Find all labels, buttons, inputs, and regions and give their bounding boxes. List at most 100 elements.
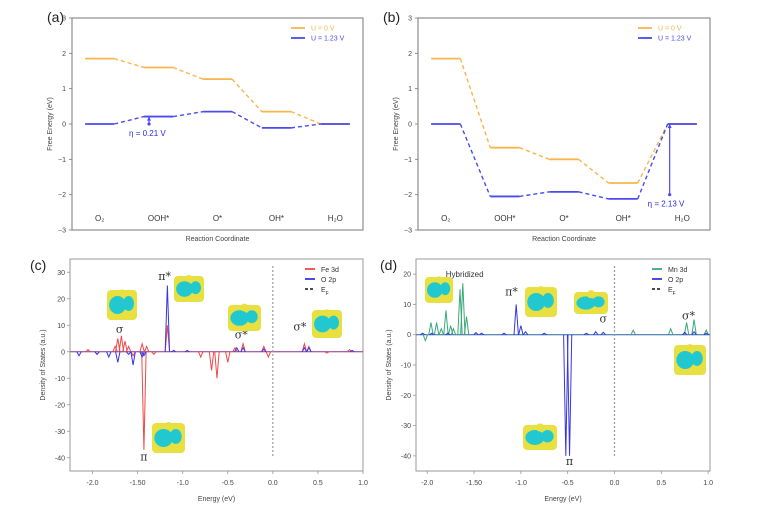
dos-peak bbox=[240, 346, 246, 352]
isosurface-cyan bbox=[542, 293, 554, 308]
y-axis-label: Free Energy (eV) bbox=[393, 97, 400, 151]
orbital-sigmastar-d bbox=[674, 344, 706, 375]
isosurface-top bbox=[535, 423, 545, 432]
y-tick-label: 3 bbox=[62, 16, 66, 23]
y-tick-label: 0 bbox=[61, 349, 65, 356]
arrow-head bbox=[667, 124, 672, 128]
dos-peak bbox=[225, 351, 231, 363]
y-tick-label: 30 bbox=[57, 270, 65, 277]
panel-label: (a) bbox=[47, 9, 64, 25]
dos-peak bbox=[208, 351, 215, 371]
connector bbox=[637, 123, 669, 200]
dos-peak bbox=[443, 310, 449, 335]
y-tick-label: 10 bbox=[403, 302, 411, 309]
dos-peak bbox=[141, 351, 147, 450]
dos-peak bbox=[683, 322, 690, 335]
y-axis-label: Free Energy (eV) bbox=[47, 97, 54, 151]
panel-label: (b) bbox=[383, 9, 400, 25]
orbital-label: π* bbox=[505, 285, 518, 298]
orbital-label: σ* bbox=[235, 329, 249, 342]
x-tick-label: 0.5 bbox=[656, 480, 666, 487]
dos-peak bbox=[460, 283, 466, 335]
orbital-label: σ* bbox=[682, 310, 696, 323]
y-tick-label: −1 bbox=[404, 157, 412, 164]
y-tick-label: 1 bbox=[62, 86, 66, 93]
x-tick-label: -1.0 bbox=[177, 480, 189, 487]
y-tick-label: -30 bbox=[55, 429, 65, 436]
connector bbox=[459, 123, 491, 197]
isosurface-top bbox=[435, 276, 443, 283]
isosurface-cyan bbox=[691, 351, 703, 366]
plot-frame bbox=[69, 258, 364, 472]
legend-label-u123: U = 1.23 V bbox=[311, 36, 345, 43]
connector bbox=[173, 110, 204, 118]
dos-peak bbox=[214, 351, 220, 379]
orbital-label: σ bbox=[600, 313, 608, 326]
y-tick-label: -30 bbox=[401, 423, 411, 430]
category-label: OH* bbox=[269, 214, 284, 223]
category-label: H₂O bbox=[675, 214, 690, 223]
orbital-pistar-d bbox=[525, 286, 557, 317]
legend-label-u123: U = 1.23 V bbox=[658, 36, 692, 43]
isosurface-cyan bbox=[592, 296, 605, 308]
y-tick-label: -40 bbox=[55, 455, 65, 462]
isosurface-cyan bbox=[527, 293, 546, 311]
dos-peak bbox=[600, 331, 606, 336]
connector bbox=[519, 147, 550, 160]
dos-peak bbox=[85, 348, 91, 353]
x-tick-label: 1.0 bbox=[703, 480, 713, 487]
connector bbox=[290, 123, 321, 129]
category-label: O* bbox=[213, 214, 222, 223]
legend-label: O 2p bbox=[321, 277, 336, 284]
orbital-sigma-d bbox=[574, 290, 608, 314]
isosurface-cyan bbox=[541, 430, 554, 443]
dos-peak bbox=[261, 345, 267, 352]
panel-label: (d) bbox=[380, 257, 397, 273]
isosurface-cyan bbox=[190, 281, 202, 295]
orbital-label: σ bbox=[116, 323, 124, 336]
y-tick-label: −3 bbox=[404, 228, 412, 235]
dos-peak bbox=[473, 331, 479, 336]
legend-label-u0: U = 0 V bbox=[311, 26, 335, 33]
dos-peak bbox=[115, 351, 121, 363]
connector bbox=[578, 191, 609, 200]
legend-label: Fe 3d bbox=[321, 267, 339, 274]
y-tick-label: -20 bbox=[401, 393, 411, 400]
orbital-sigmastar2-c bbox=[312, 309, 342, 338]
x-tick-label: -1.50 bbox=[130, 480, 146, 487]
y-tick-label: 10 bbox=[57, 323, 65, 330]
y-tick-label: 2 bbox=[62, 51, 66, 58]
legend-label: O 2p bbox=[668, 277, 683, 284]
dos-peak bbox=[583, 332, 589, 336]
dos-peak bbox=[301, 341, 308, 352]
y-axis-label: Density of States (a.u.) bbox=[40, 329, 47, 400]
dos-peak bbox=[691, 319, 697, 335]
isosurface-top bbox=[185, 275, 193, 283]
dos-peak bbox=[115, 338, 121, 352]
x-axis-label: Reaction Coordinate bbox=[532, 236, 596, 243]
arrow-head bbox=[147, 116, 152, 121]
x-tick-label: -0.5 bbox=[562, 480, 574, 487]
dos-peak bbox=[463, 316, 470, 335]
x-tick-label: 1.0 bbox=[358, 480, 368, 487]
orbital-label: π* bbox=[158, 270, 171, 283]
dos-peak bbox=[306, 346, 312, 352]
dos-peak bbox=[703, 329, 709, 335]
connector bbox=[113, 57, 145, 69]
orbital-label: σ* bbox=[293, 321, 307, 334]
y-tick-label: 20 bbox=[57, 296, 65, 303]
isosurface-top bbox=[323, 309, 331, 317]
y-tick-label: 2 bbox=[408, 51, 412, 58]
connector bbox=[231, 78, 263, 113]
dos-peak bbox=[428, 322, 434, 335]
isosurface-cyan bbox=[154, 429, 173, 447]
dos-peak bbox=[184, 349, 190, 353]
isosurface-top bbox=[686, 344, 694, 352]
y-tick-label: 0 bbox=[408, 122, 412, 129]
x-tick-label: -2.0 bbox=[87, 480, 99, 487]
dos-peak bbox=[130, 351, 136, 357]
category-label: O* bbox=[559, 214, 568, 223]
dos-peak bbox=[143, 345, 150, 352]
category-label: OH* bbox=[616, 214, 631, 223]
